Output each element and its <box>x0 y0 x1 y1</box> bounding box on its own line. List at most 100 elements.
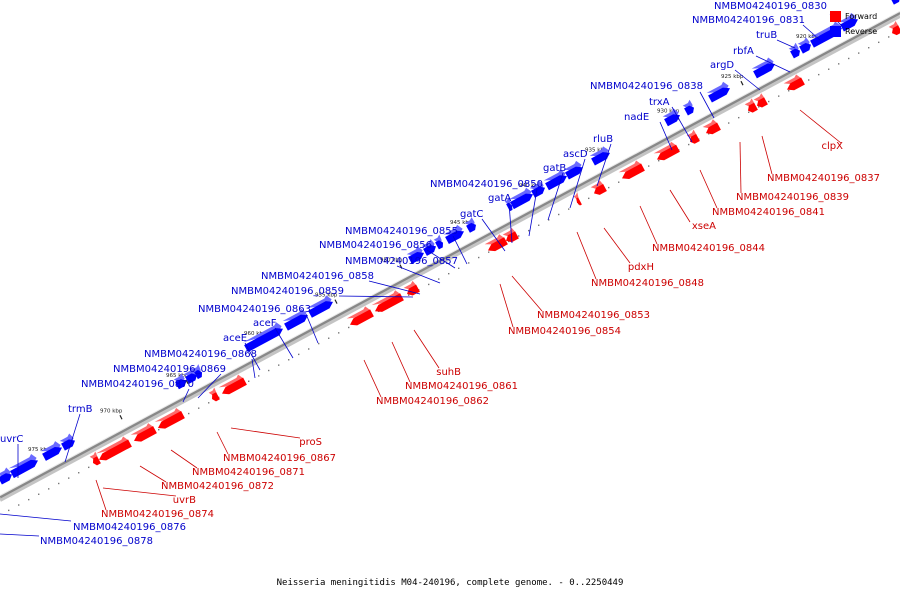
leader-line <box>230 427 301 439</box>
minor-tick <box>308 348 310 350</box>
minor-tick <box>588 197 590 200</box>
minor-tick <box>58 482 60 485</box>
gene-name: NMBM04240196_0861 <box>405 381 518 392</box>
minor-tick <box>538 224 540 226</box>
minor-tick <box>658 159 660 162</box>
major-tick <box>334 299 338 304</box>
major-tick <box>740 80 744 86</box>
forward-gene-arrow <box>702 119 721 135</box>
leader-line <box>197 373 222 399</box>
gene-name: xseA <box>692 221 716 232</box>
leader-line <box>734 69 761 91</box>
reverse-gene-arrow <box>543 169 567 191</box>
leader-line <box>338 295 414 298</box>
label-layer: NMBM04240196_0830 NMBM04240196_0831 truBrb… <box>0 1 880 547</box>
minor-tick <box>528 229 530 232</box>
reverse-gene-arrow <box>433 234 444 250</box>
leader-line <box>739 141 742 194</box>
minor-tick <box>858 52 860 54</box>
minor-tick <box>318 342 320 345</box>
legend-label-forward: Forward <box>845 12 878 21</box>
gene-name: NMBM04240196_0859 <box>231 286 344 297</box>
reverse-gene-label: gatC <box>460 209 506 252</box>
forward-gene-label: clpX <box>799 109 844 152</box>
leader-line <box>528 188 538 237</box>
reverse-gene-arrow <box>242 322 284 353</box>
legend-item-forward: Forward <box>830 9 892 24</box>
minor-tick <box>688 143 690 146</box>
gene-name: gatB <box>543 163 566 174</box>
leader-line <box>170 449 198 469</box>
gene-name: NMBM04240196_0831 <box>692 15 805 26</box>
leader-line <box>569 158 586 209</box>
leader-line <box>799 109 842 144</box>
forward-gene-arrow <box>95 436 132 461</box>
reverse-gene-arrow <box>788 42 801 59</box>
minor-tick <box>768 100 770 103</box>
leader-line <box>0 533 40 537</box>
minor-tick <box>428 283 430 286</box>
minor-tick <box>478 256 480 259</box>
reverse-gene-arrow <box>563 160 584 180</box>
minor-tick <box>788 90 790 92</box>
gene-name: NMBM04240196_0863 <box>198 304 311 315</box>
gene-name: NMBM04240196_0838 <box>590 81 703 92</box>
reverse-gene-label: nadE <box>624 112 673 151</box>
reverse-gene-label: ascD <box>563 149 588 209</box>
minor-tick <box>468 262 470 264</box>
minor-tick <box>48 488 50 490</box>
forward-gene-label: NMBM04240196_0844 <box>639 205 765 254</box>
minor-tick <box>758 106 760 108</box>
minor-tick <box>328 337 330 339</box>
leader-line <box>659 121 673 151</box>
minor-tick <box>488 251 490 253</box>
forward-gene-arrow <box>502 227 519 243</box>
forward-gene-label: NMBM04240196_0839 <box>736 141 849 203</box>
reverse-gene-arrow <box>306 295 333 318</box>
reverse-gene-label: NMBM04240196_0857 <box>345 256 458 284</box>
forward-gene-arrow <box>130 423 157 442</box>
forward-gene-arrow <box>753 93 768 108</box>
minor-tick <box>618 181 620 183</box>
reverse-gene-label: rbfA <box>733 46 791 73</box>
tick-label: 935 kbp <box>585 147 608 153</box>
forward-gene-label: xseA <box>669 189 716 232</box>
leader-line <box>244 342 261 371</box>
forward-gene-arrow <box>346 306 374 326</box>
forward-gene-arrow <box>218 374 247 395</box>
minor-tick <box>648 165 650 167</box>
forward-gene-label: NMBM04240196_0871 <box>170 449 305 478</box>
tick-label: 920 kbp <box>796 34 819 40</box>
reverse-gene-label: gatB <box>543 163 566 221</box>
leader-line <box>452 235 468 265</box>
reverse-gene-label: gatA <box>488 193 513 244</box>
forward-gene-label: NMBM04240196_0837 <box>761 135 880 184</box>
minor-tick <box>248 380 250 382</box>
minor-tick <box>878 41 880 44</box>
reverse-gene-arrow <box>421 239 437 256</box>
minor-tick <box>838 63 840 65</box>
reverse-gene-label: NMBM04240196_0850 <box>430 179 543 237</box>
gene-name: proS <box>299 437 322 448</box>
backbone-shadow <box>0 14 900 502</box>
leader-line <box>761 135 773 175</box>
reverse-gene-label: NMBM04240196_0870 <box>81 379 194 403</box>
gene-name: NMBM04240196_0872 <box>161 481 274 492</box>
forward-gene-label: suhB <box>413 329 461 378</box>
minor-tick <box>68 477 70 479</box>
gene-name: NMBM04240196_0841 <box>712 207 825 218</box>
gene-name: nadE <box>624 112 649 123</box>
gene-name: rbfA <box>733 46 754 57</box>
reverse-gene-label: aceF <box>253 318 294 359</box>
gene-name: uvrC <box>0 434 23 445</box>
reverse-gene-arrow <box>40 441 62 461</box>
minor-tick <box>348 326 350 329</box>
leader-line <box>391 341 411 383</box>
leader-line <box>182 388 190 403</box>
gene-name: NMBM04240196_0856 <box>319 240 432 251</box>
map-caption: Neisseria meningitidis M04-240196, compl… <box>276 578 624 588</box>
gene-name: clpX <box>822 141 844 152</box>
reverse-gene-label: rluB <box>593 134 613 187</box>
reverse-gene-arrow <box>0 467 13 485</box>
leader-line <box>413 329 440 369</box>
